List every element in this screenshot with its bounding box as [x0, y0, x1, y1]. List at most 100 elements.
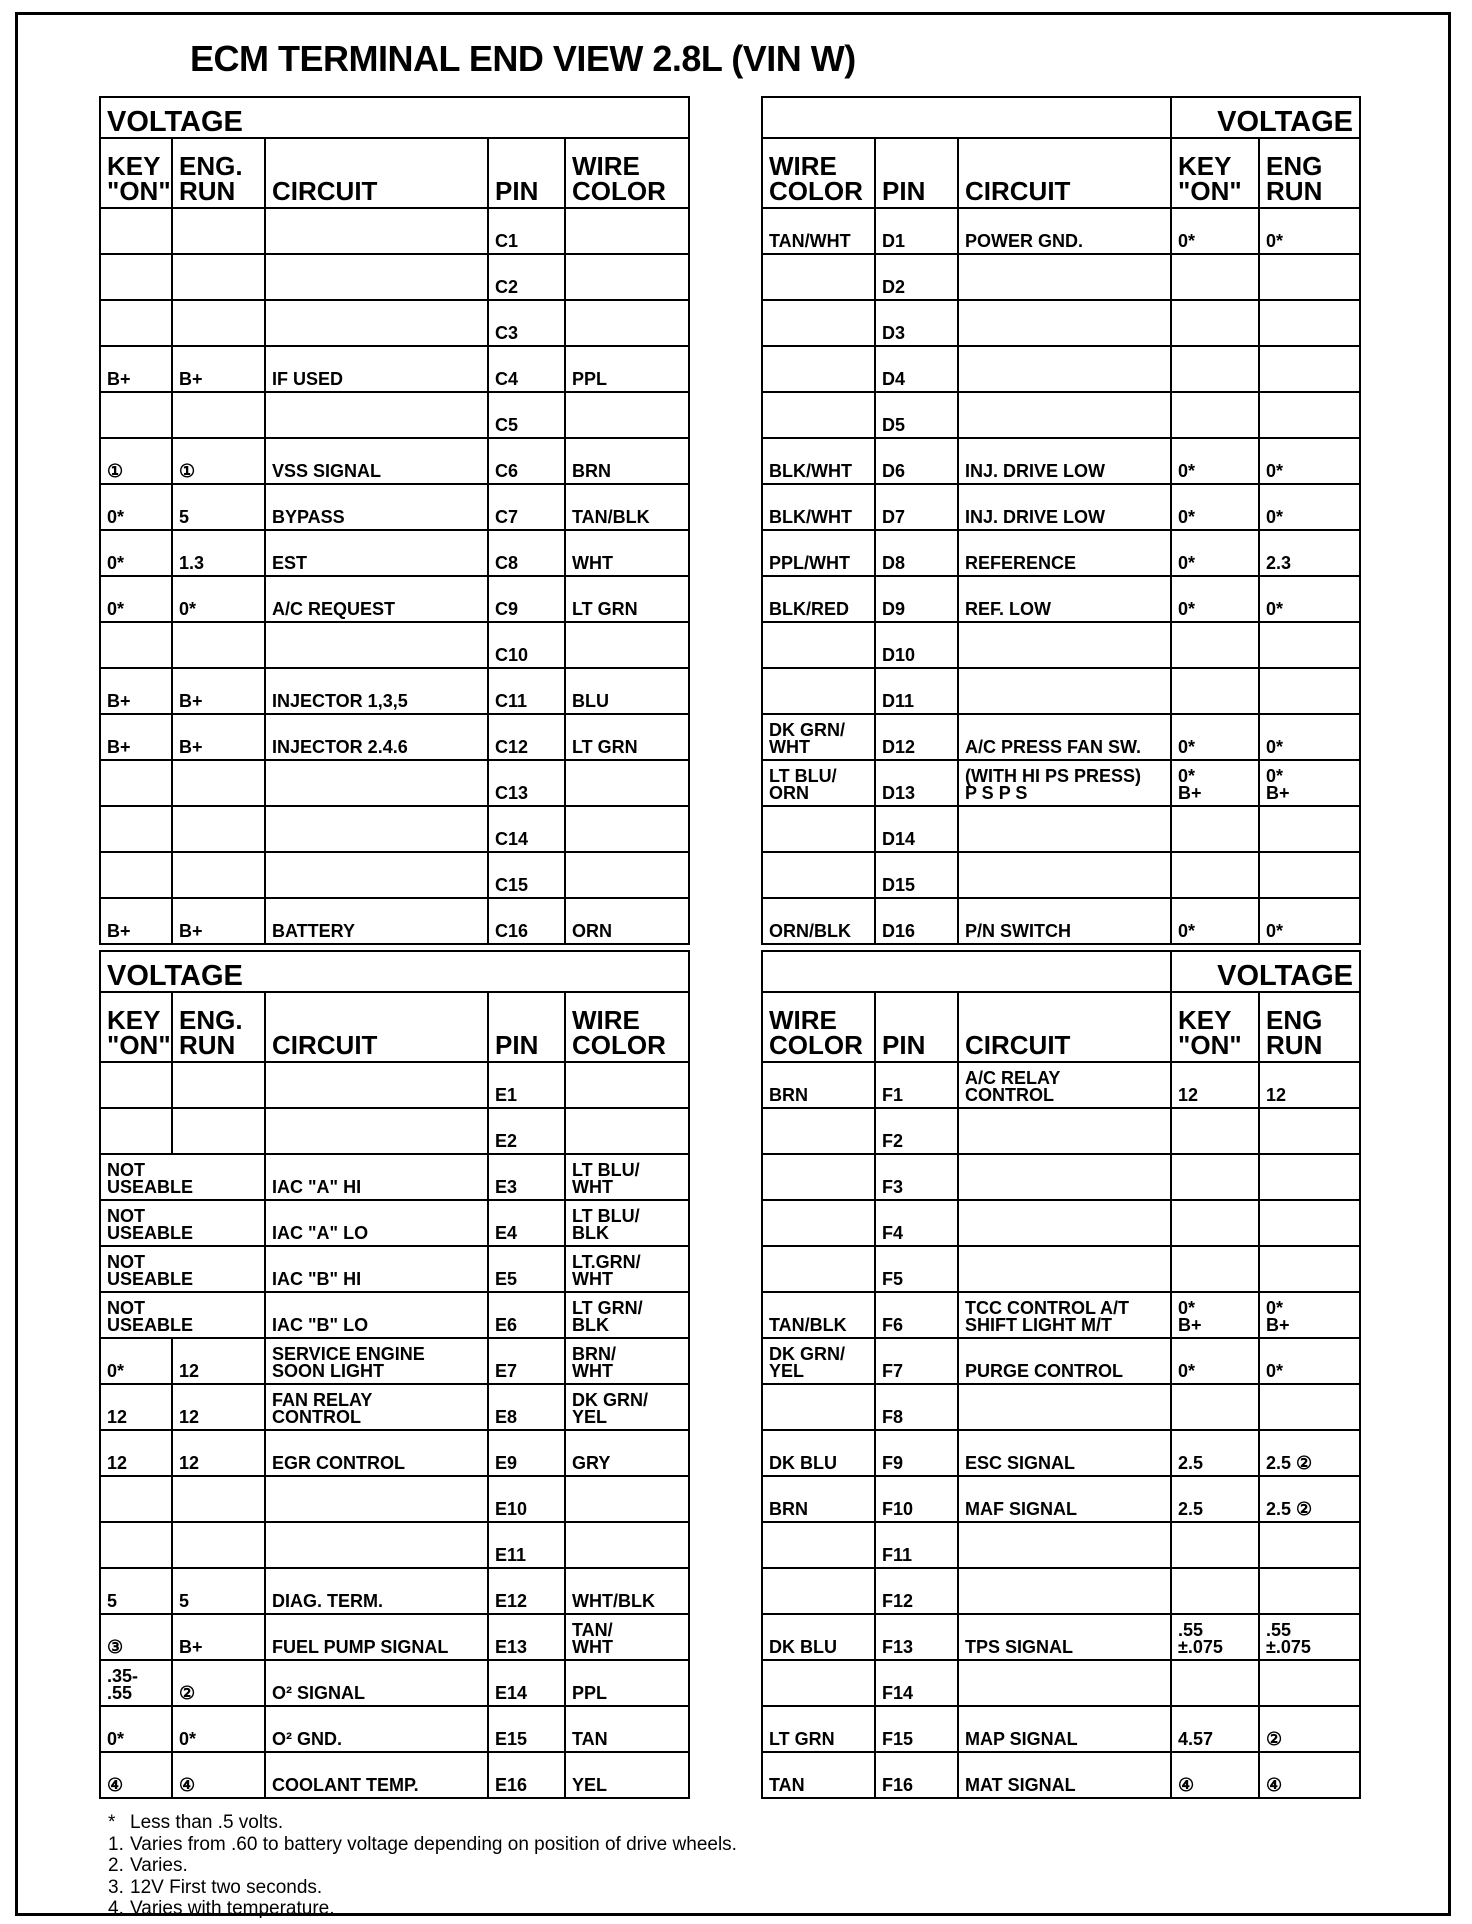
table-cell: ORN	[563, 897, 691, 945]
table-cell: E15	[487, 1705, 566, 1753]
table-cell: INJECTOR 1,3,5	[264, 667, 489, 715]
footnote: 3. 12V First two seconds.	[108, 1877, 737, 1899]
table-row: 0* 0* A/C REQUEST C9 LT GRN	[99, 575, 691, 623]
table-cell: FUEL PUMP SIGNAL	[264, 1613, 489, 1661]
table-cell: COOLANT TEMP.	[264, 1751, 489, 1799]
table-cell: ④	[171, 1751, 266, 1799]
table-cell: 5	[171, 483, 266, 531]
table-cell	[956, 1199, 1173, 1247]
table-cell	[1170, 1199, 1261, 1247]
column-header: WIRE COLOR	[761, 137, 876, 209]
table-cell	[1258, 1107, 1362, 1155]
table-cell: F13	[874, 1613, 959, 1661]
table-row: ④ ④ COOLANT TEMP. E16 YEL	[99, 1751, 691, 1799]
table-cell: LT GRN	[563, 575, 691, 623]
table-cell: E8	[487, 1383, 566, 1431]
table-cell	[264, 805, 489, 853]
column-header: KEY "ON"	[99, 137, 173, 209]
table-cell: E1	[487, 1061, 566, 1109]
column-header: CIRCUIT	[264, 137, 489, 209]
table-cell	[1170, 667, 1261, 715]
table-cell: 0*	[99, 483, 173, 531]
table-cell	[563, 759, 691, 807]
table-cell: ④	[99, 1751, 173, 1799]
table-cell: NOT USEABLE	[99, 1245, 266, 1293]
table-cell	[1258, 805, 1362, 853]
table-cell	[563, 391, 691, 439]
table-cell: 0*	[1170, 529, 1261, 577]
table-cell: F1	[874, 1061, 959, 1109]
table-cell: F12	[874, 1567, 959, 1615]
table-cell	[563, 299, 691, 347]
table-row: BRN F10 MAF SIGNAL 2.5 2.5 ②	[761, 1475, 1362, 1523]
table-cell	[171, 207, 266, 255]
table-cell: 1.3	[171, 529, 266, 577]
table-cell	[1258, 391, 1362, 439]
column-header: CIRCUIT	[956, 137, 1173, 209]
table-cell	[1258, 1245, 1362, 1293]
group-label: VOLTAGE	[1170, 950, 1362, 993]
group-label: VOLTAGE	[98, 96, 691, 139]
table-cell: C1	[487, 207, 566, 255]
table-cell: YEL	[563, 1751, 691, 1799]
table-cell: F8	[874, 1383, 959, 1431]
table-cell: D16	[874, 897, 959, 945]
table-cell: TAN/WHT	[761, 207, 876, 255]
table-cell	[563, 207, 691, 255]
table-cell: MAF SIGNAL	[956, 1475, 1173, 1523]
group-label: VOLTAGE	[98, 950, 691, 993]
table-cell	[1170, 1153, 1261, 1201]
table-cell: O² GND.	[264, 1705, 489, 1753]
table-row: LT GRN F15 MAP SIGNAL 4.57 ②	[761, 1705, 1362, 1753]
table-cell	[264, 207, 489, 255]
table-row: C14	[99, 805, 691, 853]
table-row: DK GRN/ YEL F7 PURGE CONTROL 0* 0*	[761, 1337, 1362, 1385]
table-cell: C7	[487, 483, 566, 531]
table-cell: 0*	[1170, 897, 1261, 945]
table-cell	[264, 1521, 489, 1569]
table-row: NOT USEABLE IAC "A" HI E3 LT BLU/ WHT	[99, 1153, 691, 1201]
group-header-row: VOLTAGE	[98, 950, 691, 993]
table-cell	[761, 805, 876, 853]
table-cell	[761, 667, 876, 715]
table-cell: 0*	[1258, 437, 1362, 485]
table-row: E1	[99, 1061, 691, 1109]
table-row: B+ B+ INJECTOR 2.4.6 C12 LT GRN	[99, 713, 691, 761]
table-row: F12	[761, 1567, 1362, 1615]
terminal-table: VOLTAGE WIRE COLOR PIN CIRCUIT KEY "ON" ENG R…	[760, 96, 1362, 945]
table-cell: C14	[487, 805, 566, 853]
table-cell: FAN RELAY CONTROL	[264, 1383, 489, 1431]
table-cell: .55 ±.075	[1170, 1613, 1261, 1661]
table-cell: B+	[99, 345, 173, 393]
table-cell	[99, 759, 173, 807]
column-header: CIRCUIT	[956, 991, 1173, 1063]
table-cell	[1170, 1521, 1261, 1569]
table-cell: E2	[487, 1107, 566, 1155]
footnote-marker: 2.	[108, 1855, 124, 1876]
table-row: C3	[99, 299, 691, 347]
table-cell	[1170, 1383, 1261, 1431]
table-cell: 0*	[171, 575, 266, 623]
group-label: VOLTAGE	[1170, 96, 1362, 139]
table-cell: LT BLU/ WHT	[563, 1153, 691, 1201]
table-cell: D4	[874, 345, 959, 393]
table-cell	[761, 621, 876, 669]
table-cell	[1258, 1659, 1362, 1707]
table-cell: LT.GRN/ WHT	[563, 1245, 691, 1293]
table-cell: MAP SIGNAL	[956, 1705, 1173, 1753]
table-cell: F5	[874, 1245, 959, 1293]
table-cell	[1170, 253, 1261, 301]
table-cell: 0*	[1258, 207, 1362, 255]
table-row: F8	[761, 1383, 1362, 1431]
table-cell: 2.5	[1170, 1429, 1261, 1477]
table-cell	[761, 1659, 876, 1707]
table-cell: B+	[171, 897, 266, 945]
table-cell	[761, 1567, 876, 1615]
table-cell: EGR CONTROL	[264, 1429, 489, 1477]
footnotes: * Less than .5 volts. 1. Varies from .60 to…	[108, 1812, 737, 1920]
table-cell: DK GRN/ WHT	[761, 713, 876, 761]
table-row: F2	[761, 1107, 1362, 1155]
table-cell: NOT USEABLE	[99, 1291, 266, 1339]
table-cell: ④	[1170, 1751, 1261, 1799]
table-row: NOT USEABLE IAC "B" LO E6 LT GRN/ BLK	[99, 1291, 691, 1339]
